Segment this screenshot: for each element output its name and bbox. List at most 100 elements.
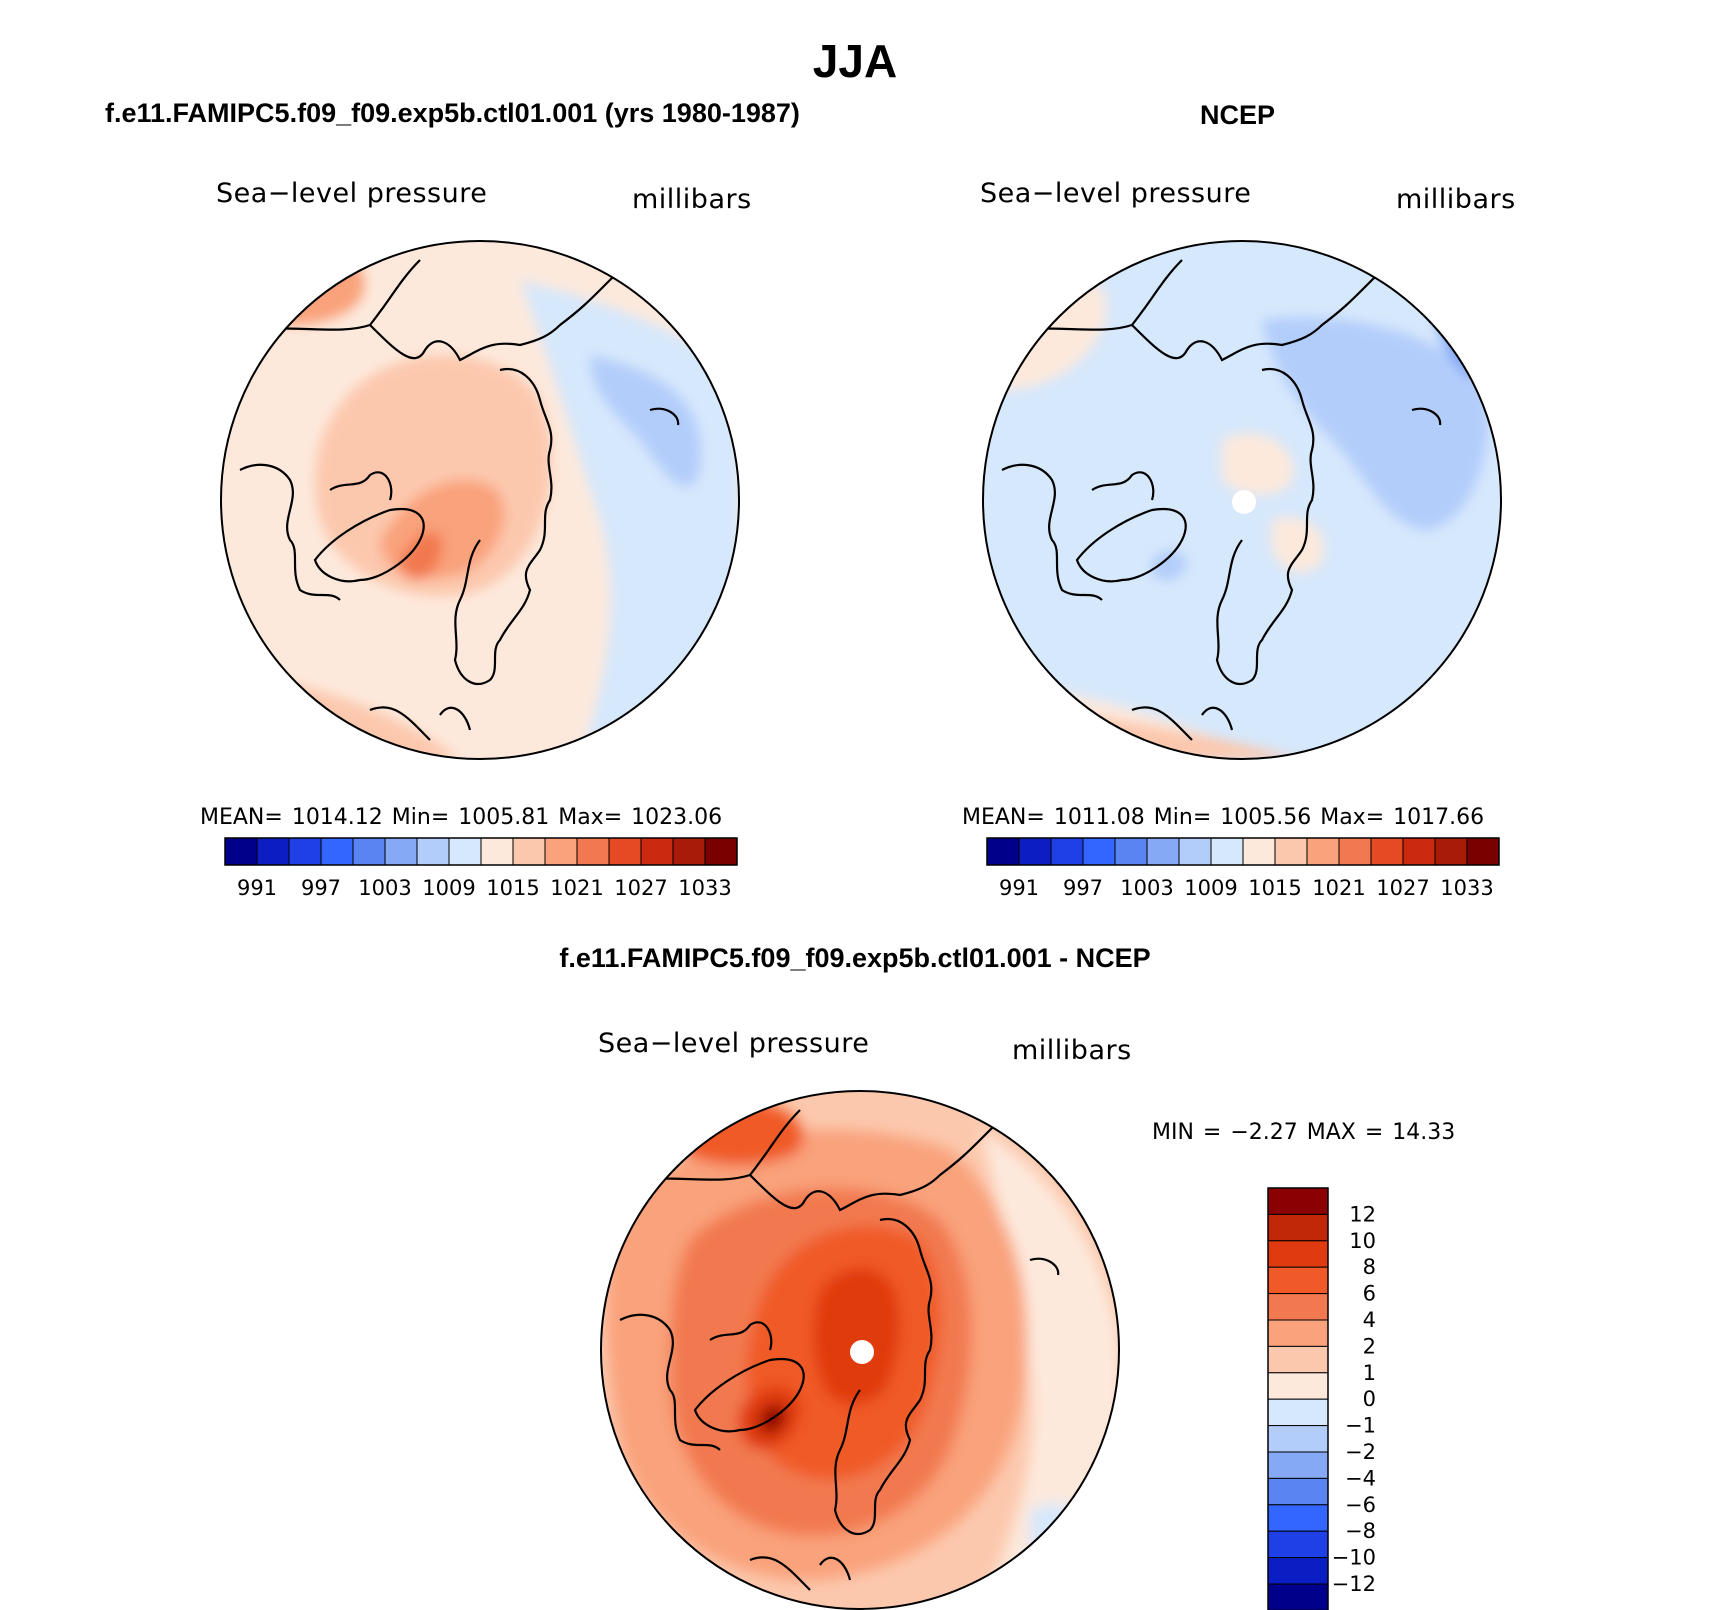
colorbar-swatch <box>1370 837 1404 866</box>
obs-variable-label: Sea−level pressure <box>980 178 1252 209</box>
colorbar-tick-label: −6 <box>1345 1493 1376 1517</box>
colorbar-swatch <box>1018 837 1052 866</box>
colorbar-swatch <box>1267 1372 1329 1400</box>
colorbar-tick-label: 1 <box>1363 1361 1376 1385</box>
colorbar-swatch <box>448 837 482 866</box>
colorbar-swatch <box>320 837 354 866</box>
colorbar-swatch <box>1082 837 1116 866</box>
colorbar-swatch <box>1178 837 1212 866</box>
colorbar-swatch <box>1274 837 1308 866</box>
colorbar-tick-label: −1 <box>1345 1414 1376 1438</box>
colorbar-swatch <box>1267 1504 1329 1532</box>
colorbar-swatch <box>1267 1187 1329 1215</box>
colorbar-swatch <box>1114 837 1148 866</box>
colorbar-tick-label: 6 <box>1363 1282 1376 1306</box>
colorbar-tick-label: 1021 <box>550 876 603 900</box>
colorbar-swatch <box>1210 837 1244 866</box>
colorbar-tick-label: 1003 <box>358 876 411 900</box>
colorbar-tick-label: −8 <box>1345 1519 1376 1543</box>
colorbar-swatch <box>1146 837 1180 866</box>
pole-missing-data <box>850 1340 874 1364</box>
colorbar-swatch <box>1306 837 1340 866</box>
coastlines <box>1001 259 1442 741</box>
obs-panel-title: NCEP <box>1200 100 1276 130</box>
low-pressure-region <box>1262 317 1489 530</box>
colorbar-swatch <box>416 837 450 866</box>
map-border <box>982 240 1502 760</box>
colorbar-tick-label: −10 <box>1332 1546 1376 1570</box>
colorbar-tick-label: 1021 <box>1312 876 1365 900</box>
colorbar-swatch <box>1242 837 1276 866</box>
colorbar-swatch <box>352 837 386 866</box>
obs-polar-map <box>982 240 1502 760</box>
colorbar-tick-label: 997 <box>301 876 341 900</box>
case-panel-title: f.e11.FAMIPC5.f09_f09.exp5b.ctl01.001 (y… <box>105 98 800 128</box>
colorbar-tick-label: 0 <box>1363 1387 1376 1411</box>
colorbar-swatch <box>1338 837 1372 866</box>
colorbar-swatch <box>1267 1240 1329 1268</box>
case-stats: MEAN= 1014.12 Min= 1005.81 Max= 1023.06 <box>200 805 723 830</box>
colorbar-tick-label: 1015 <box>1248 876 1301 900</box>
colorbar-swatch <box>640 837 674 866</box>
colorbar-swatch <box>1466 837 1500 866</box>
colorbar-tick-label: 2 <box>1363 1334 1376 1358</box>
coastlines <box>239 259 680 741</box>
colorbar-tick-label: −12 <box>1332 1572 1376 1596</box>
colorbar-swatch <box>672 837 706 866</box>
ridge <box>1222 433 1294 495</box>
negative-region <box>1030 1503 1100 1583</box>
colorbar-swatch <box>1267 1477 1329 1506</box>
colorbar-swatch <box>224 837 258 866</box>
colorbar-tick-label: 4 <box>1363 1308 1376 1332</box>
diff-units-label: millibars <box>1012 1035 1132 1066</box>
diff-polar-map <box>600 1090 1120 1610</box>
colorbar-tick-label: 1015 <box>486 876 539 900</box>
colorbar-frame <box>1267 1187 1329 1610</box>
colorbar-swatch <box>512 837 546 866</box>
colorbar-swatch <box>1402 837 1436 866</box>
colorbar-swatch <box>1267 1345 1329 1374</box>
colorbar-swatch <box>1267 1451 1329 1479</box>
colorbar-swatch <box>1267 1530 1329 1559</box>
colorbar-swatch <box>1267 1319 1329 1347</box>
colorbar-swatch <box>608 837 642 866</box>
colorbar-tick-label: 1003 <box>1120 876 1173 900</box>
colorbar-frame <box>986 837 1500 866</box>
colorbar-swatch <box>480 837 514 866</box>
colorbar-swatch <box>544 837 578 866</box>
colorbar-swatch <box>1050 837 1084 866</box>
case-units-label: millibars <box>632 184 752 215</box>
colorbar-swatch <box>1267 1425 1329 1453</box>
colorbar-tick-label: −2 <box>1345 1440 1376 1464</box>
colorbar-swatch <box>1267 1293 1329 1321</box>
low-pressure-core <box>590 355 702 487</box>
colorbar-swatch <box>1267 1213 1329 1242</box>
obs-units-label: millibars <box>1396 184 1516 215</box>
low-pressure-greenland <box>1152 550 1187 581</box>
colorbar-swatch <box>288 837 322 866</box>
colorbar-swatch <box>1267 1398 1329 1427</box>
obs-stats: MEAN= 1011.08 Min= 1005.56 Max= 1017.66 <box>962 805 1485 830</box>
colorbar-swatch <box>256 837 290 866</box>
diff-stats: MIN = −2.27 MAX = 14.33 <box>1152 1120 1456 1145</box>
high-pressure-max <box>399 531 443 580</box>
diff-variable-label: Sea−level pressure <box>598 1028 870 1059</box>
case-polar-map <box>220 240 740 760</box>
positive-8-region <box>813 1267 901 1405</box>
colorbar-tick-label: 991 <box>999 876 1039 900</box>
coastlines <box>619 1109 1060 1591</box>
colorbar-tick-label: 1033 <box>1440 876 1493 900</box>
colorbar-tick-label: 1027 <box>614 876 667 900</box>
obs-colorbar: 991 997 1003 1009 1015 1021 1027 1033 <box>986 837 1500 900</box>
colorbar-tick-label: 1009 <box>1184 876 1237 900</box>
colorbar-swatch <box>384 837 418 866</box>
colorbar-tick-label: 8 <box>1363 1255 1376 1279</box>
diff-panel-title: f.e11.FAMIPC5.f09_f09.exp5b.ctl01.001 - … <box>559 943 1151 973</box>
colorbar-swatch <box>1267 1557 1329 1585</box>
colorbar-tick-label: 1009 <box>422 876 475 900</box>
colorbar-swatch <box>986 837 1020 866</box>
colorbar-tick-label: 10 <box>1349 1229 1376 1253</box>
colorbar-tick-label: 1027 <box>1376 876 1429 900</box>
colorbar-swatch <box>1267 1266 1329 1295</box>
